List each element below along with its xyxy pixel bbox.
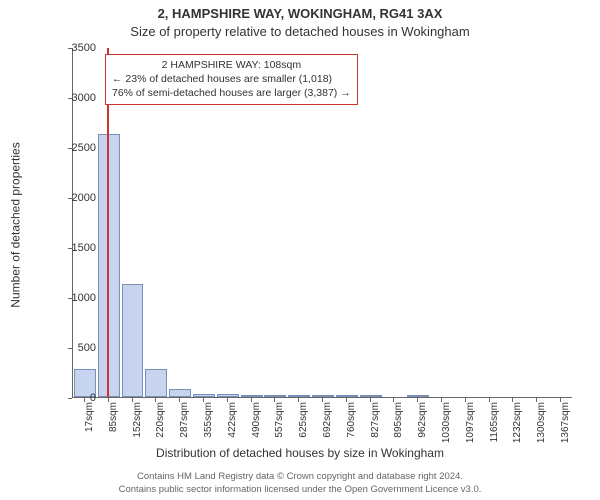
y-tick-mark — [68, 248, 72, 249]
footer-line2: Contains public sector information licen… — [0, 484, 600, 496]
annotation-line1: 2 HAMPSHIRE WAY: 108sqm — [112, 58, 351, 72]
x-tick-label: 287sqm — [179, 402, 190, 452]
x-tick-label: 557sqm — [274, 402, 285, 452]
histogram-bar — [217, 394, 239, 397]
x-tick-label: 895sqm — [393, 402, 404, 452]
footer-line1: Contains HM Land Registry data © Crown c… — [0, 471, 600, 483]
x-tick-label: 1165sqm — [489, 402, 500, 452]
y-tick-mark — [68, 398, 72, 399]
histogram-bar — [145, 369, 167, 397]
footer-attribution: Contains HM Land Registry data © Crown c… — [0, 471, 600, 496]
annotation-line2: ← 23% of detached houses are smaller (1,… — [112, 72, 351, 86]
y-axis-label: Number of detached properties — [9, 142, 23, 307]
x-tick-label: 152sqm — [132, 402, 143, 452]
chart-title-line1: 2, HAMPSHIRE WAY, WOKINGHAM, RG41 3AX — [0, 6, 600, 21]
y-tick-mark — [68, 348, 72, 349]
annotation-box: 2 HAMPSHIRE WAY: 108sqm ← 23% of detache… — [105, 54, 358, 105]
chart-title-line2: Size of property relative to detached ho… — [0, 24, 600, 39]
histogram-bar — [312, 395, 334, 397]
x-tick-label: 962sqm — [417, 402, 428, 452]
histogram-bar — [288, 395, 310, 397]
y-tick-mark — [68, 198, 72, 199]
histogram-bar — [264, 395, 286, 397]
x-tick-label: 1232sqm — [512, 402, 523, 452]
histogram-bar — [169, 389, 191, 397]
x-tick-label: 692sqm — [322, 402, 333, 452]
x-tick-label: 1300sqm — [536, 402, 547, 452]
histogram-bar — [193, 394, 215, 397]
y-tick-mark — [68, 148, 72, 149]
x-tick-label: 1030sqm — [441, 402, 452, 452]
x-tick-label: 1097sqm — [465, 402, 476, 452]
x-tick-label: 625sqm — [298, 402, 309, 452]
x-tick-label: 355sqm — [203, 402, 214, 452]
y-tick-mark — [68, 48, 72, 49]
x-tick-label: 760sqm — [346, 402, 357, 452]
histogram-bar — [336, 395, 358, 397]
x-tick-label: 85sqm — [108, 402, 119, 452]
y-tick-mark — [68, 98, 72, 99]
histogram-bar — [122, 284, 144, 397]
x-tick-label: 422sqm — [227, 402, 238, 452]
annotation-line3: 76% of semi-detached houses are larger (… — [112, 86, 351, 100]
x-tick-label: 220sqm — [155, 402, 166, 452]
x-tick-label: 17sqm — [84, 402, 95, 452]
x-tick-label: 1367sqm — [560, 402, 571, 452]
histogram-bar — [407, 395, 429, 397]
x-tick-label: 827sqm — [370, 402, 381, 452]
y-tick-mark — [68, 298, 72, 299]
x-tick-label: 490sqm — [251, 402, 262, 452]
histogram-bar — [360, 395, 382, 397]
y-axis-label-wrap: Number of detached properties — [8, 50, 24, 400]
histogram-bar — [241, 395, 263, 397]
